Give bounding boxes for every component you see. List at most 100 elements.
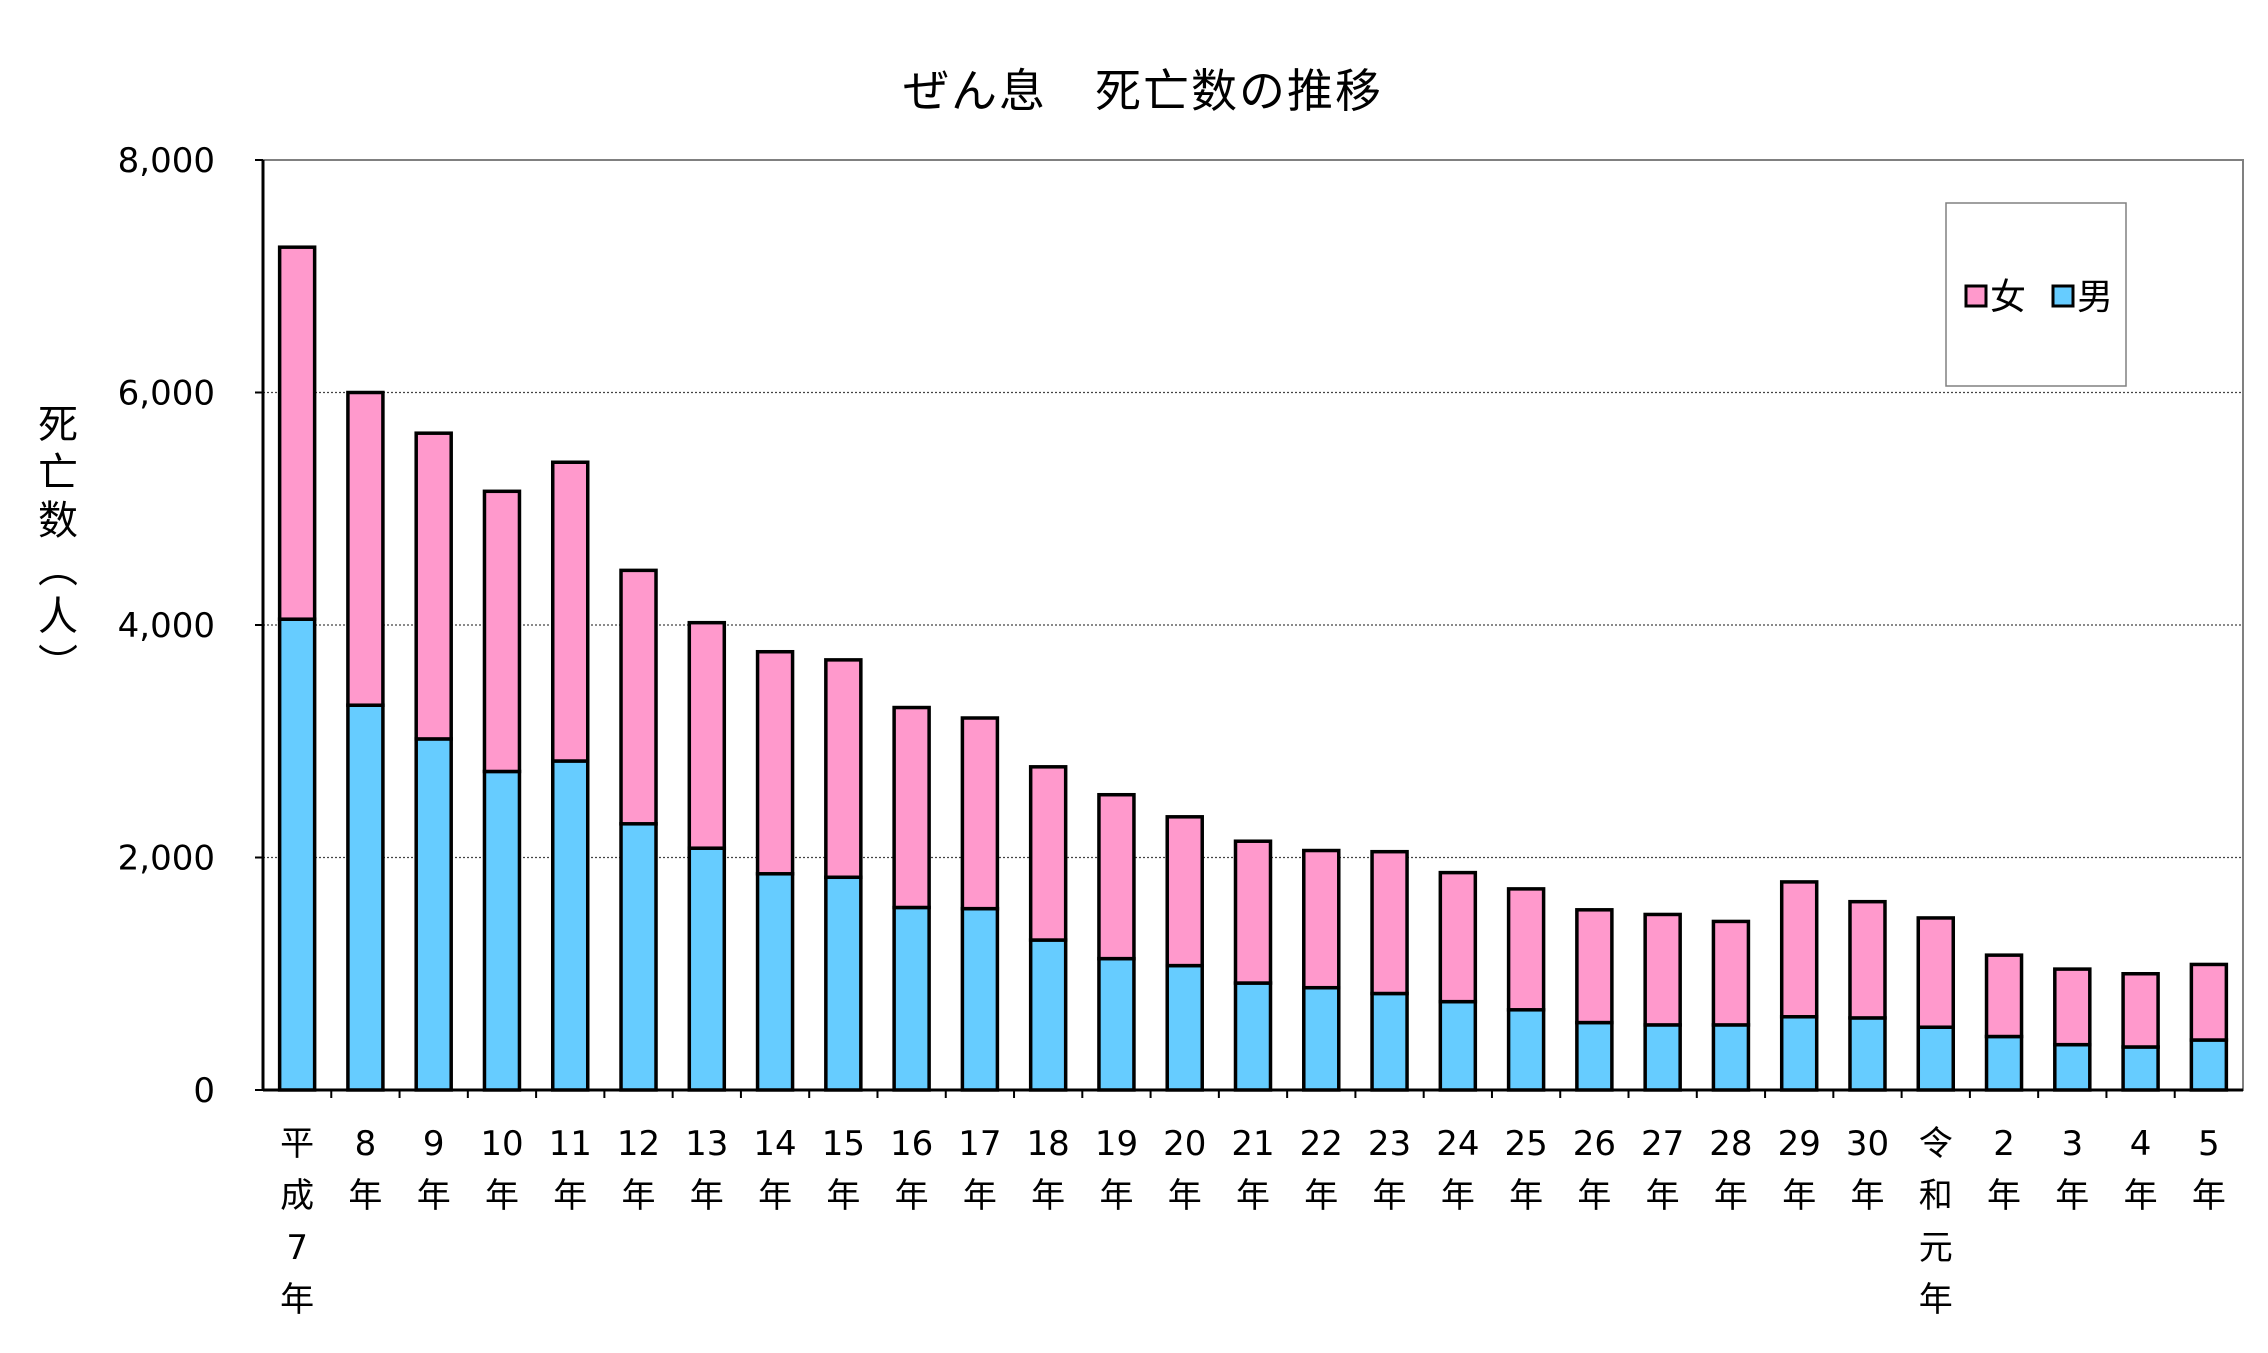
bar-female [1848, 899, 1887, 1020]
y-tick-label: 4,000 [118, 606, 215, 646]
legend-swatch [1964, 284, 1988, 308]
x-tick-label: 12 年 [617, 1124, 660, 1216]
x-tick-label: 27 年 [1641, 1124, 1684, 1216]
bar-male [824, 875, 863, 1092]
bar-female [1028, 765, 1068, 942]
bar-male [1848, 1016, 1887, 1092]
bar-male [550, 759, 590, 1092]
bar-male [687, 846, 727, 1092]
x-tick-label: 25 年 [1504, 1124, 1547, 1216]
bar-male [1779, 1015, 1819, 1092]
bar-female [1302, 848, 1341, 990]
x-tick-label: 令和元年 [1919, 1124, 1953, 1320]
bar-female [755, 649, 795, 876]
bar-male [1233, 981, 1273, 1092]
legend-label: 女 [1990, 277, 2026, 318]
x-tick-label: 13 年 [685, 1124, 728, 1216]
y-tick-label: 2,000 [118, 839, 215, 879]
x-tick-label: 14 年 [753, 1124, 796, 1216]
bar-female [824, 658, 863, 880]
bar-female [1370, 849, 1409, 996]
x-tick-label: 19 年 [1095, 1124, 1138, 1216]
bar-female [1165, 815, 1204, 968]
x-tick-label: 17 年 [958, 1124, 1001, 1216]
bar-female [414, 431, 453, 741]
bar-male [619, 822, 658, 1092]
x-tick-label: 21 年 [1231, 1124, 1274, 1216]
bar-female [1916, 916, 1956, 1029]
y-tick-label: 6,000 [118, 374, 215, 414]
bar-male [755, 872, 795, 1092]
bar-male [1506, 1008, 1546, 1092]
bar-male [1097, 956, 1136, 1092]
bar-male [2121, 1045, 2160, 1092]
bar-female [2053, 967, 2092, 1047]
bar-male [1370, 991, 1409, 1092]
x-tick-label: 20 年 [1163, 1124, 1206, 1216]
bar-male [1438, 999, 1478, 1092]
bars [277, 245, 2229, 1092]
bar-female [1097, 792, 1136, 961]
bar-male [2053, 1042, 2092, 1092]
bar-male [1984, 1034, 2024, 1092]
legend: 女男 [1945, 202, 2127, 387]
bar-female [1984, 953, 2024, 1039]
bar-male [1916, 1025, 1956, 1092]
y-tick-label: 0 [193, 1071, 215, 1111]
y-axis-label: 死亡数︵人︶ [38, 402, 78, 688]
x-tick-label: 26 年 [1573, 1124, 1616, 1216]
bar-female [277, 245, 317, 621]
y-axis-ticks: 0 2,000 4,000 6,000 8,000 [118, 141, 263, 1111]
x-axis-ticks: 平成 7 年 8 年 9 年 10 年 11 年 12 年 13 年 14 年 15 年 16 年 17 年 18 年 19 年 20… [280, 1090, 2226, 1320]
bar-male [414, 737, 453, 1092]
bar-female [346, 390, 385, 707]
bar-male [960, 906, 1000, 1092]
bar-male [892, 905, 931, 1092]
bar-male [1643, 1023, 1682, 1092]
bar-female [1643, 912, 1682, 1027]
x-tick-label: 29 年 [1778, 1124, 1821, 1216]
x-tick-label: 22 年 [1300, 1124, 1343, 1216]
x-tick-label: 平成 7 年 [280, 1124, 314, 1320]
bar-female [482, 489, 522, 774]
bar-female [1779, 880, 1819, 1019]
bar-female [2121, 972, 2160, 1049]
bar-female [619, 568, 658, 826]
x-tick-label: 28 年 [1709, 1124, 1752, 1216]
bar-female [1506, 887, 1546, 1012]
bar-male [346, 703, 385, 1092]
x-tick-label: 10 年 [480, 1124, 523, 1216]
bar-female [960, 716, 1000, 911]
bar-male [1028, 938, 1068, 1092]
bar-male [1165, 963, 1204, 1092]
bar-female [687, 620, 727, 850]
bar-male [482, 769, 522, 1092]
legend-swatch [2051, 284, 2075, 308]
bar-male [1711, 1023, 1751, 1092]
bar-female [2189, 962, 2229, 1042]
bar-female [1438, 870, 1478, 1004]
bar-female [1575, 908, 1614, 1025]
bar-male [1302, 985, 1341, 1092]
x-tick-label: 18 年 [1027, 1124, 1070, 1216]
bar-male [1575, 1020, 1614, 1092]
x-tick-label: 15 年 [822, 1124, 865, 1216]
bar-female [1233, 839, 1273, 985]
bar-male [2189, 1038, 2229, 1092]
x-tick-label: 11 年 [549, 1124, 592, 1216]
legend-label: 男 [2077, 277, 2113, 318]
x-tick-label: 24 年 [1436, 1124, 1479, 1216]
bar-female [892, 705, 931, 910]
y-tick-label: 8,000 [118, 141, 215, 181]
bar-female [1711, 919, 1751, 1027]
x-tick-label: 23 年 [1368, 1124, 1411, 1216]
chart-title: ぜん息 死亡数の推移 [903, 64, 1383, 118]
y-axis-title: 死亡数︵人︶ [38, 402, 78, 688]
